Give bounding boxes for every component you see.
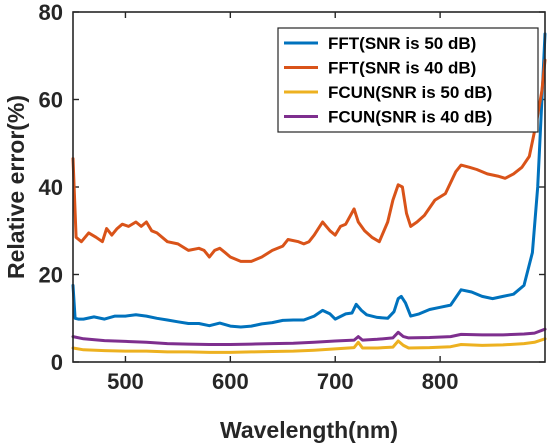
y-tick-label: 60 bbox=[39, 88, 63, 113]
x-tick-label: 700 bbox=[317, 369, 354, 394]
x-tick-label: 600 bbox=[212, 369, 249, 394]
legend-box bbox=[277, 27, 539, 133]
x-tick-label: 800 bbox=[422, 369, 459, 394]
y-tick-label: 20 bbox=[39, 263, 63, 288]
y-tick-label: 40 bbox=[39, 175, 63, 200]
y-tick-label: 0 bbox=[51, 350, 63, 375]
x-axis-title: Wavelength(nm) bbox=[220, 417, 398, 443]
legend-item: FCUN(SNR is 40 dB) bbox=[284, 108, 492, 127]
series-line-2 bbox=[71, 58, 547, 263]
series-line-4 bbox=[71, 327, 547, 346]
y-tick-label: 80 bbox=[39, 0, 63, 25]
legend-label: FCUN(SNR is 40 dB) bbox=[328, 108, 492, 127]
y-axis-title: Relative error(%) bbox=[3, 95, 29, 279]
legend-item: FFT(SNR is 40 dB) bbox=[284, 59, 476, 78]
series-line-3 bbox=[71, 337, 547, 354]
legend-label: FFT(SNR is 50 dB) bbox=[328, 34, 476, 53]
series-lines bbox=[71, 32, 547, 354]
legend-item: FCUN(SNR is 50 dB) bbox=[284, 83, 492, 102]
legend-label: FCUN(SNR is 50 dB) bbox=[328, 83, 492, 102]
plot-frame bbox=[72, 11, 546, 363]
legend-item: FFT(SNR is 50 dB) bbox=[284, 34, 476, 53]
tick-labels: 500 600 700 800 0 20 40 60 80 bbox=[39, 0, 459, 394]
series-line-1 bbox=[71, 32, 547, 329]
legend: FFT(SNR is 50 dB) FFT(SNR is 40 dB) FCUN(S… bbox=[277, 27, 539, 133]
x-tick-label: 500 bbox=[107, 369, 144, 394]
legend-label: FFT(SNR is 40 dB) bbox=[328, 59, 476, 78]
